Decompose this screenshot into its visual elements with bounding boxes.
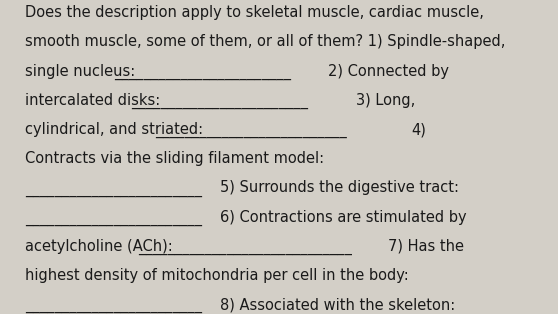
Text: 2) Connected by: 2) Connected by: [328, 64, 449, 79]
Text: _____________________________: _____________________________: [138, 240, 352, 255]
Text: 7) Has the: 7) Has the: [388, 239, 464, 254]
Text: Does the description apply to skeletal muscle, cardiac muscle,: Does the description apply to skeletal m…: [25, 5, 484, 20]
Text: 8) Associated with the skeleton:: 8) Associated with the skeleton:: [220, 297, 456, 312]
Text: cylindrical, and striated:: cylindrical, and striated:: [25, 122, 203, 137]
Text: ________________________: ________________________: [25, 299, 202, 313]
Text: 4): 4): [412, 122, 427, 137]
Text: smooth muscle, some of them, or all of them? 1) Spindle-shaped,: smooth muscle, some of them, or all of t…: [25, 35, 506, 50]
Text: __________________________: __________________________: [155, 123, 347, 138]
Text: ________________________: ________________________: [25, 182, 202, 197]
Text: 5) Surrounds the digestive tract:: 5) Surrounds the digestive tract:: [220, 181, 459, 196]
Text: acetylcholine (ACh):: acetylcholine (ACh):: [25, 239, 173, 254]
Text: single nucleus:: single nucleus:: [25, 64, 136, 79]
Text: ________________________: ________________________: [114, 65, 291, 80]
Text: ________________________: ________________________: [25, 211, 202, 226]
Text: 6) Contractions are stimulated by: 6) Contractions are stimulated by: [220, 210, 467, 225]
Text: 3) Long,: 3) Long,: [356, 93, 415, 108]
Text: ________________________: ________________________: [131, 94, 308, 109]
Text: intercalated disks:: intercalated disks:: [25, 93, 160, 108]
Text: highest density of mitochondria per cell in the body:: highest density of mitochondria per cell…: [25, 268, 409, 283]
Text: Contracts via the sliding filament model:: Contracts via the sliding filament model…: [25, 151, 324, 166]
